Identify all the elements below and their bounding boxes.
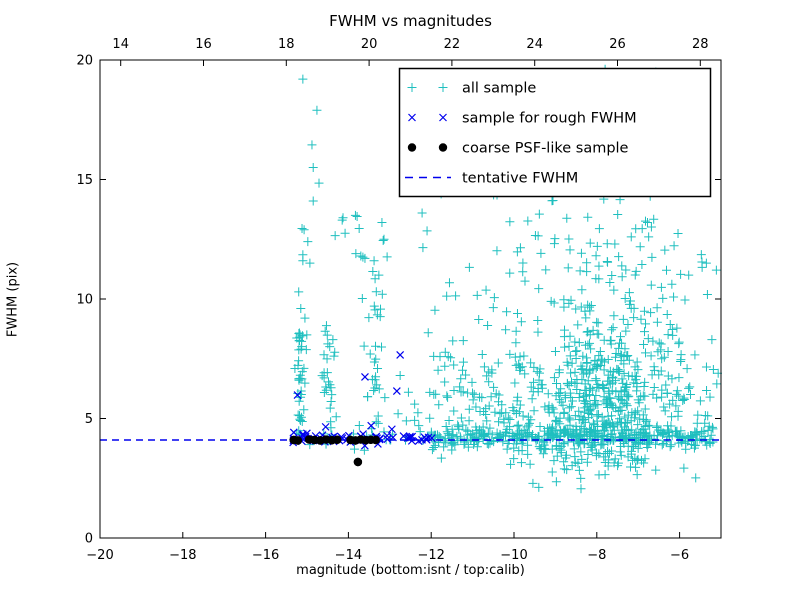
legend-item-coarse-psf-like-sample: coarse PSF-like sample bbox=[407, 141, 629, 157]
legend-marker-dot-icon bbox=[407, 143, 448, 152]
y-tick-label: 0 bbox=[85, 532, 93, 547]
x-tick-label-top: 20 bbox=[361, 37, 378, 52]
x-tick-label-top: 18 bbox=[278, 37, 295, 52]
legend-item-tentative-fwhm: tentative FWHM bbox=[405, 171, 578, 187]
legend-marker-x-icon bbox=[408, 113, 447, 122]
legend-label: sample for rough FWHM bbox=[462, 111, 637, 127]
y-tick-label: 10 bbox=[76, 293, 93, 308]
x-tick-label-top: 16 bbox=[195, 37, 212, 52]
legend-item-sample-for-rough-fwhm: sample for rough FWHM bbox=[408, 111, 637, 127]
x-tick-label-bottom: −6 bbox=[670, 548, 689, 563]
legend-item-all-sample: all sample bbox=[407, 81, 536, 97]
chart-title: FWHM vs magnitudes bbox=[329, 12, 492, 30]
legend-label: tentative FWHM bbox=[462, 171, 578, 187]
x-tick-label-bottom: −16 bbox=[252, 548, 279, 563]
x-axis-label: magnitude (bottom:isnt / top:calib) bbox=[296, 563, 525, 578]
x-tick-label-top: 24 bbox=[526, 37, 543, 52]
axis-tick-labels: −20 −18 −16 −14 −12 −10 −8 −6 14 16 18 20 22 24 26 28 0 5… bbox=[76, 37, 708, 563]
plot-area bbox=[100, 64, 722, 494]
x-tick-label-bottom: −20 bbox=[86, 548, 113, 563]
x-tick-label-top: 28 bbox=[692, 37, 709, 52]
y-axis-label: FWHM (pix) bbox=[5, 261, 21, 338]
y-tick-label: 20 bbox=[76, 54, 93, 69]
x-tick-label-top: 14 bbox=[112, 37, 129, 52]
series-all-sample bbox=[290, 64, 722, 494]
x-tick-label-bottom: −18 bbox=[169, 548, 196, 563]
x-tick-label-bottom: −12 bbox=[417, 548, 444, 563]
x-tick-label-top: 22 bbox=[444, 37, 461, 52]
legend: all sample sample for rough FWHM coarse PS… bbox=[398, 67, 712, 198]
y-tick-label: 15 bbox=[76, 173, 93, 188]
y-tick-label: 5 bbox=[85, 412, 93, 427]
x-tick-label-bottom: −8 bbox=[587, 548, 606, 563]
axes-frame: −20 −18 −16 −14 −12 −10 −8 −6 14 16 18 20 22 24 26 28 0 5… bbox=[76, 37, 722, 563]
legend-marker-plus-icon bbox=[407, 83, 448, 92]
series-sample-for-rough-fwhm bbox=[289, 351, 436, 450]
legend-label: all sample bbox=[462, 81, 536, 97]
legend-label: coarse PSF-like sample bbox=[462, 141, 629, 157]
x-tick-label-top: 26 bbox=[609, 37, 626, 52]
series-coarse-psf-top bbox=[289, 435, 380, 467]
axis-ticks bbox=[99, 59, 721, 539]
x-tick-label-bottom: −10 bbox=[500, 548, 527, 563]
x-tick-label-bottom: −14 bbox=[335, 548, 362, 563]
